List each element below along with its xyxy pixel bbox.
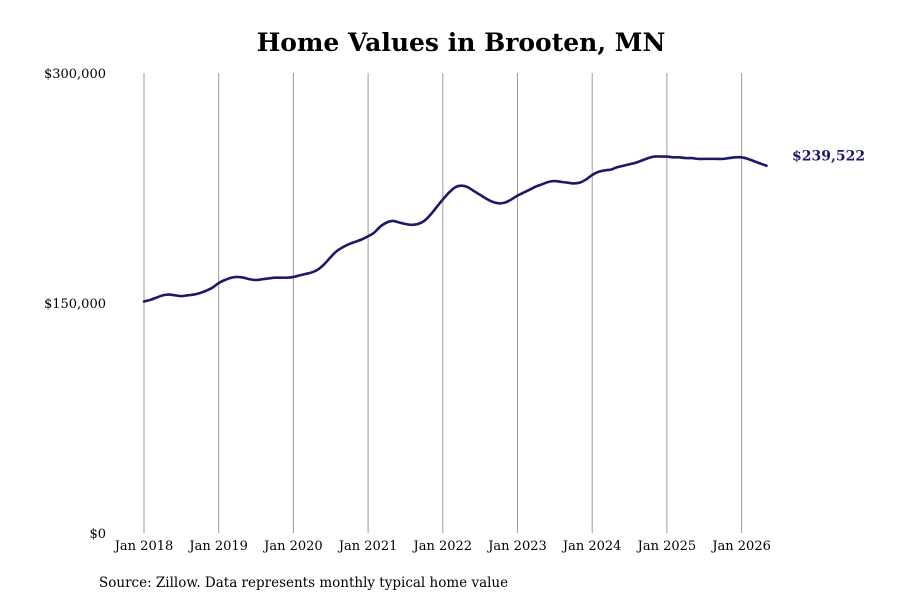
x-tick-label: Jan 2021: [337, 539, 398, 554]
x-tick-label: Jan 2020: [262, 539, 323, 554]
x-tick-label: Jan 2024: [561, 539, 622, 554]
x-tick-label: Jan 2018: [113, 539, 174, 554]
y-tick-label: $0: [89, 527, 106, 542]
y-tick-label: $150,000: [44, 297, 106, 312]
y-axis-ticks: $0 $150,000 $300,000: [44, 67, 106, 542]
y-tick-label: $300,000: [44, 67, 106, 82]
source-note: Source: Zillow. Data represents monthly …: [99, 575, 508, 591]
chart-title: Home Values in Brooten, MN: [257, 28, 666, 57]
gridlines: [143, 73, 743, 533]
x-tick-label: Jan 2025: [636, 539, 697, 554]
x-tick-label: Jan 2022: [412, 539, 473, 554]
x-tick-label: Jan 2023: [486, 539, 547, 554]
x-axis-ticks: Jan 2018 Jan 2019 Jan 2020 Jan 2021 Jan 2022…: [113, 539, 771, 554]
series-line: [142, 155, 768, 303]
x-tick-label: Jan 2026: [710, 539, 771, 554]
x-tick-label: Jan 2019: [187, 539, 248, 554]
series-line-layer: [142, 155, 768, 303]
latest-value-label: $239,522: [792, 149, 865, 165]
